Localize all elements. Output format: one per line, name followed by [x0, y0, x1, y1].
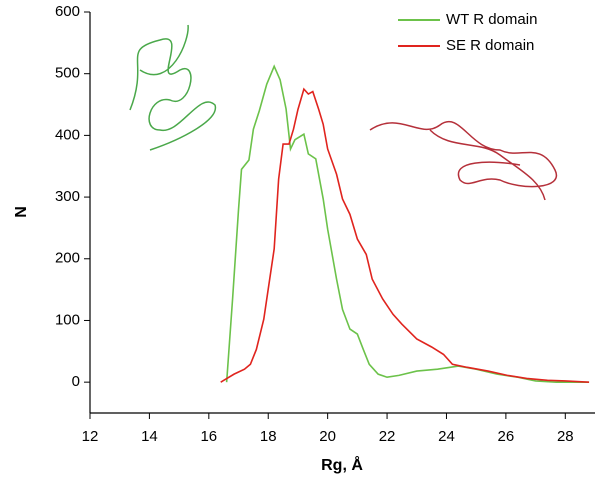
data-line [225, 64, 590, 383]
x-tick-label: 14 [141, 428, 158, 445]
y-tick-label: 400 [55, 126, 80, 143]
se-structure [369, 121, 558, 201]
wt-structure [129, 24, 216, 151]
y-tick-label: 500 [55, 65, 80, 82]
x-tick-label: 24 [438, 428, 455, 445]
legend-label: SE R domain [446, 37, 534, 54]
y-axis-title: N [13, 206, 30, 218]
x-tick-label: 28 [557, 428, 574, 445]
y-tick-label: 100 [55, 311, 80, 328]
x-tick-label: 16 [200, 428, 217, 445]
protein-illustration [129, 24, 558, 201]
y-tick-label: 0 [72, 373, 80, 390]
x-tick-label: 22 [379, 428, 396, 445]
x-tick-label: 20 [319, 428, 336, 445]
data-line [220, 87, 590, 383]
x-axis-title: Rg, Å [321, 455, 363, 474]
x-tick-label: 12 [82, 428, 99, 445]
y-tick-label: 300 [55, 188, 80, 205]
x-tick-label: 26 [498, 428, 515, 445]
x-tick-label: 18 [260, 428, 277, 445]
legend-label: WT R domain [446, 11, 537, 28]
y-tick-label: 600 [55, 3, 80, 20]
y-tick-label: 200 [55, 250, 80, 267]
